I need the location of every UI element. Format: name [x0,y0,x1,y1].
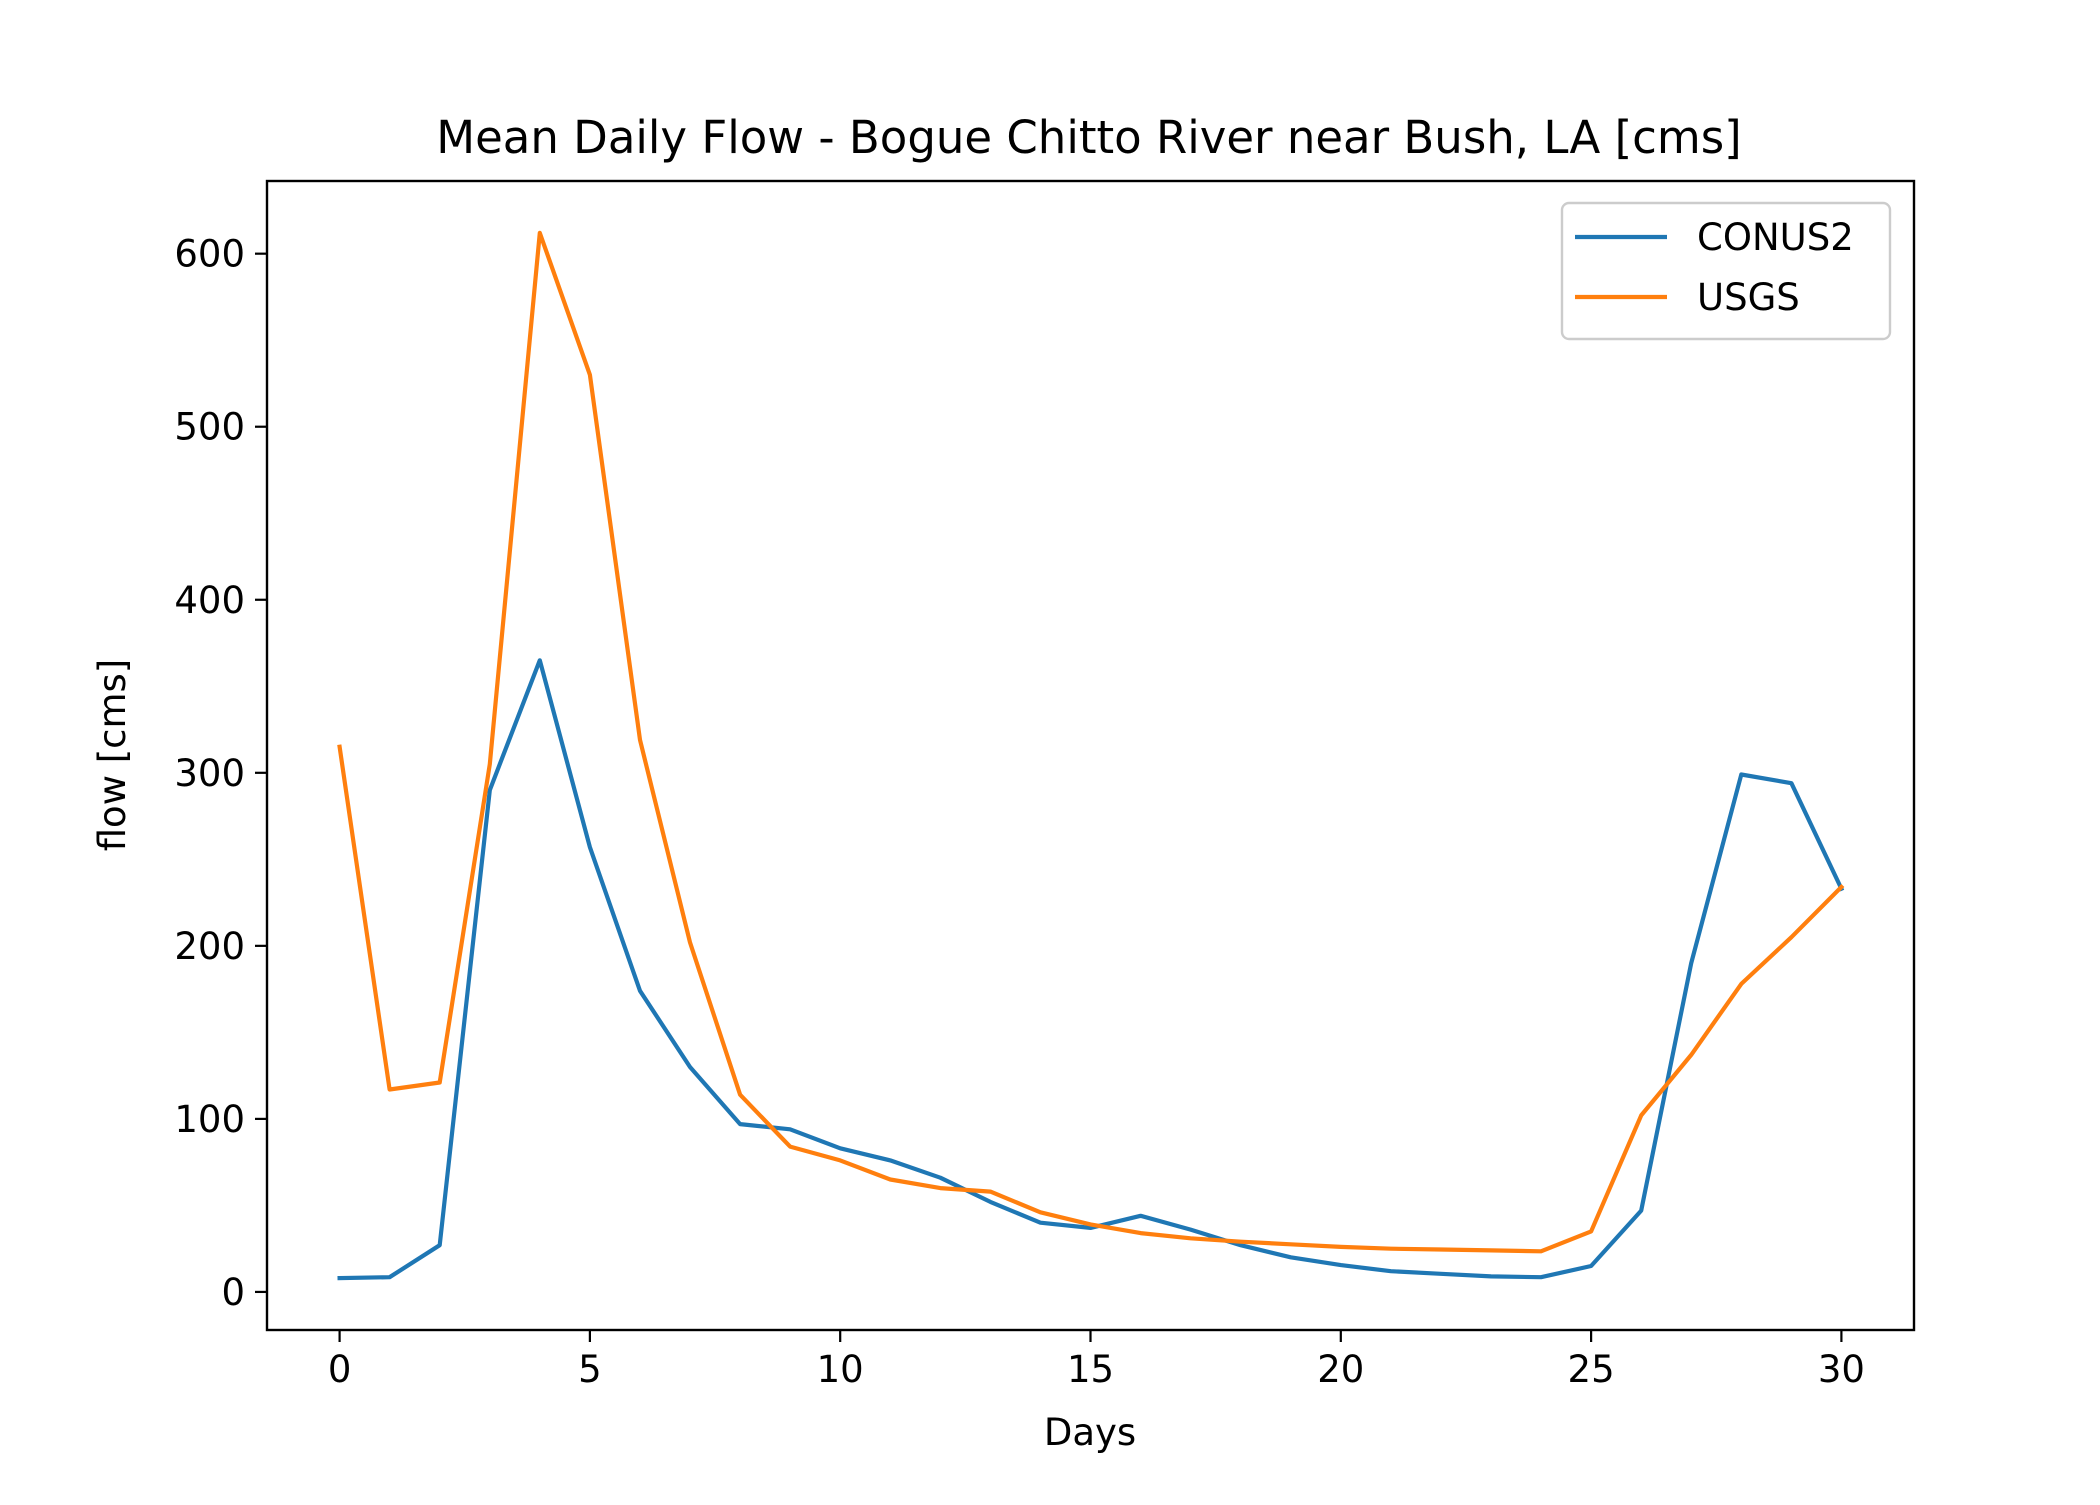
y-tick-label: 400 [174,579,245,622]
x-axis: 0 5 10 15 20 25 30 [328,1330,1865,1391]
x-tick-label: 10 [817,1348,864,1391]
x-tick-label: 15 [1067,1348,1114,1391]
series-line-conus2 [337,658,1845,1281]
x-tick-label: 0 [328,1348,352,1391]
y-axis-label: flow [cms] [91,659,134,852]
y-tick-label: 600 [174,233,245,276]
x-tick-label: 20 [1317,1348,1364,1391]
chart-title: Mean Daily Flow - Bogue Chitto River nea… [436,111,1741,164]
series-layer [337,230,1845,1281]
plot-area [265,179,1916,1332]
y-axis: 0 100 200 300 400 500 600 [174,233,267,1314]
y-tick-label: 200 [174,925,245,968]
legend-label-usgs: USGS [1697,276,1800,319]
y-tick-label: 300 [174,752,245,795]
x-tick-label: 25 [1568,1348,1615,1391]
y-tick-label: 0 [221,1271,245,1314]
legend: CONUS2 USGS [1560,201,1892,341]
x-axis-label: Days [1044,1411,1136,1454]
y-tick-label: 500 [174,406,245,449]
x-tick-label: 30 [1818,1348,1865,1391]
plot-background [267,181,1914,1330]
y-tick-label: 100 [174,1098,245,1141]
x-tick-label: 5 [578,1348,602,1391]
series-line-usgs [337,230,1845,1254]
legend-label-conus2: CONUS2 [1697,216,1854,259]
